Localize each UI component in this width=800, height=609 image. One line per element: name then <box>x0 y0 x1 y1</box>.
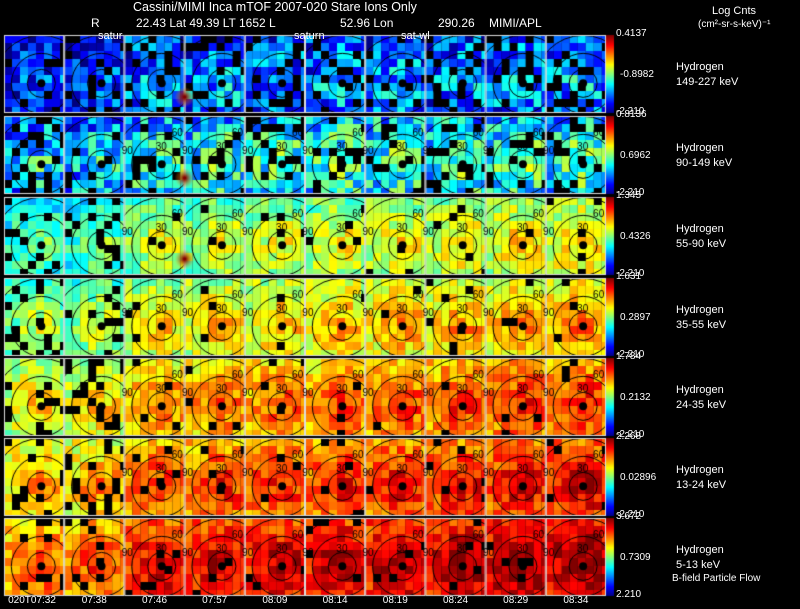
longitude-value: 52.96 Lon <box>340 16 394 30</box>
time-tick-label: 08:34 <box>563 595 589 606</box>
page-title: Cassini/MIMI Inca mTOF 2007-020 Stare Io… <box>133 0 417 14</box>
colorbar-max-label: 0.8136 <box>616 109 647 120</box>
colorbar-max-label: 2.268 <box>616 431 642 442</box>
overlay-label-2: saturn <box>294 30 325 42</box>
colorbar-mid-label: 0.6962 <box>620 150 651 161</box>
colorbar-max-label: 3.672 <box>616 511 642 522</box>
colorbar-max-label: 1.631 <box>616 271 642 282</box>
colorbar-min-label: -2.210 <box>616 349 645 360</box>
colorbar-mid-label: 0.02896 <box>620 472 657 483</box>
time-tick-label: 07:38 <box>81 595 107 606</box>
row-energy-label: 55-90 keV <box>676 238 727 250</box>
row-species-label: Hydrogen <box>676 61 724 73</box>
position-info: 22.43 Lat 49.39 LT 1652 L <box>136 16 276 30</box>
time-tick-label: 08:14 <box>322 595 348 606</box>
colorbar-mid-label: 0.2897 <box>620 312 651 323</box>
row-species-label: Hydrogen <box>676 142 724 154</box>
extra-value: 290.26 <box>438 16 475 30</box>
colorbar-mid-label: 0.2132 <box>620 392 651 403</box>
colorbar-mid-label: -0.8982 <box>620 69 654 80</box>
colorbar-min-label: -2.210 <box>616 106 645 117</box>
time-tick-label: 08:09 <box>262 595 288 606</box>
colorbar-min-label: -2.210 <box>616 187 645 198</box>
credit: MIMI/APL <box>489 16 542 30</box>
row-species-label: Hydrogen <box>676 304 724 316</box>
colorbar-min-label: -2.210 <box>616 509 645 520</box>
colorbar-max-label: 1.345 <box>616 190 642 201</box>
colorbar-min-label: -2.210 <box>616 268 645 279</box>
colorbar-mid-label: 0.4326 <box>620 231 651 242</box>
time-tick-label: 08:24 <box>442 595 469 606</box>
time-tick-label: 08:29 <box>503 595 529 606</box>
units-subtitle: (cm²-sr-s-keV)⁻¹ <box>698 19 771 30</box>
row-energy-label: 24-35 keV <box>676 399 727 411</box>
row-energy-label: 5-13 keV <box>676 559 721 571</box>
overlay-label-1: satur <box>98 30 123 42</box>
footer-note: B-field Particle Flow <box>672 573 761 584</box>
time-tick-label: 020T07:32 <box>8 595 56 606</box>
units-title: Log Cnts <box>712 5 757 17</box>
row-energy-label: 149-227 keV <box>676 76 739 88</box>
time-tick-label: 07:57 <box>202 595 228 606</box>
row-energy-label: 35-55 keV <box>676 319 727 331</box>
row-species-label: Hydrogen <box>676 384 724 396</box>
row-species-label: Hydrogen <box>676 544 724 556</box>
row-species-label: Hydrogen <box>676 223 724 235</box>
colorbar-max-label: 0.4137 <box>616 28 647 39</box>
row-energy-label: 13-24 keV <box>676 479 727 491</box>
colorbar-min-label: -2.210 <box>616 429 645 440</box>
overlay-label-3: sat-wl <box>401 30 430 42</box>
time-tick-label: 07:46 <box>141 595 168 606</box>
row-species-label: Hydrogen <box>676 464 724 476</box>
time-tick-label: 08:19 <box>382 595 408 606</box>
row-energy-label: 90-149 keV <box>676 157 733 169</box>
colorbar-max-label: 1.784 <box>616 351 642 362</box>
colorbar-min-label: 2.210 <box>616 589 642 600</box>
colorbar-mid-label: 0.7309 <box>620 552 651 563</box>
r-label: R <box>91 16 100 30</box>
